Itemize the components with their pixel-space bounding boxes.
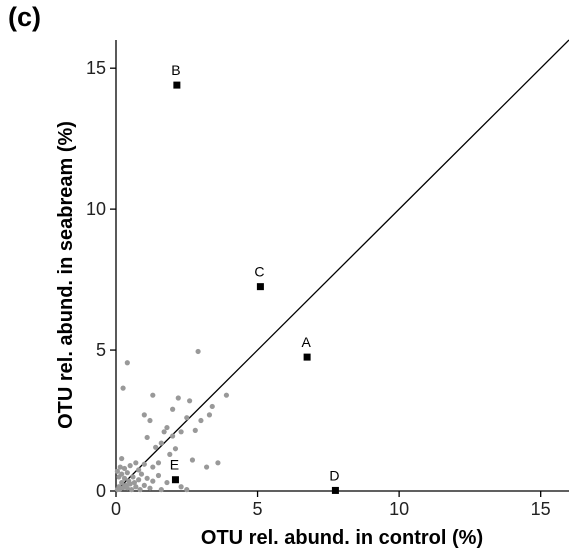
x-tick-label: 10 bbox=[389, 499, 409, 519]
data-point bbox=[158, 440, 164, 446]
x-tick-label: 0 bbox=[111, 499, 121, 519]
data-point bbox=[178, 429, 184, 435]
data-point bbox=[147, 417, 153, 424]
data-point bbox=[195, 348, 201, 355]
y-tick-label: 0 bbox=[96, 481, 106, 501]
data-point bbox=[153, 444, 159, 450]
background-points bbox=[114, 348, 230, 493]
point-label-c: C bbox=[254, 264, 264, 280]
x-axis-title: OTU rel. abund. in control (%) bbox=[201, 527, 483, 549]
data-point bbox=[141, 461, 147, 467]
y-axis-title: OTU rel. abund. in seabream (%) bbox=[55, 121, 77, 429]
y-tick-label: 5 bbox=[96, 340, 106, 360]
data-point bbox=[170, 406, 176, 412]
data-point bbox=[172, 446, 179, 452]
data-point bbox=[119, 479, 125, 486]
data-point bbox=[189, 457, 196, 463]
data-point bbox=[131, 479, 138, 486]
data-point bbox=[121, 465, 128, 472]
panel-label: (c) bbox=[8, 2, 41, 32]
data-point bbox=[187, 398, 193, 404]
data-point bbox=[204, 464, 210, 470]
data-point bbox=[150, 392, 156, 398]
y-tick-label: 15 bbox=[86, 58, 106, 78]
x-tick-label: 5 bbox=[253, 499, 263, 519]
data-point bbox=[161, 429, 167, 435]
data-point bbox=[223, 392, 230, 398]
data-point bbox=[117, 464, 123, 470]
data-point bbox=[136, 477, 142, 483]
data-point bbox=[137, 486, 143, 493]
labeled-point-e bbox=[171, 476, 179, 484]
data-point bbox=[164, 479, 170, 486]
axes bbox=[115, 40, 569, 492]
identity-line bbox=[115, 39, 569, 492]
x-tick-label: 15 bbox=[531, 499, 551, 519]
data-point bbox=[164, 424, 170, 431]
labeled-point-c bbox=[256, 283, 264, 291]
data-point bbox=[136, 467, 142, 473]
data-point bbox=[209, 403, 215, 410]
y-tick-label: 10 bbox=[86, 199, 106, 219]
data-point bbox=[155, 472, 162, 479]
data-point bbox=[124, 485, 130, 491]
data-point bbox=[133, 460, 139, 466]
data-point bbox=[170, 433, 176, 439]
data-point bbox=[124, 360, 130, 366]
data-point bbox=[114, 468, 121, 474]
ticks: 0 5 10 15 0 5 10 15 bbox=[86, 58, 551, 519]
labeled-point-a bbox=[303, 353, 311, 361]
data-point bbox=[141, 412, 147, 418]
data-point bbox=[198, 417, 204, 424]
data-point bbox=[120, 385, 126, 391]
data-point bbox=[127, 463, 133, 469]
data-point bbox=[158, 486, 164, 493]
data-point bbox=[144, 475, 150, 481]
data-point bbox=[124, 470, 130, 476]
point-label-b: B bbox=[171, 62, 180, 78]
data-point bbox=[192, 427, 198, 433]
data-point bbox=[175, 395, 181, 401]
data-point bbox=[150, 464, 156, 470]
data-point bbox=[184, 415, 190, 421]
data-point bbox=[178, 484, 184, 490]
data-point bbox=[119, 471, 125, 477]
data-point bbox=[133, 484, 139, 490]
data-point bbox=[167, 451, 173, 457]
data-point bbox=[144, 434, 150, 441]
data-point bbox=[215, 460, 221, 466]
data-point bbox=[141, 482, 147, 488]
data-point bbox=[121, 475, 128, 481]
point-label-e: E bbox=[170, 457, 179, 473]
data-point bbox=[128, 486, 135, 493]
data-point bbox=[155, 460, 162, 466]
data-point bbox=[130, 474, 136, 480]
point-label-a: A bbox=[301, 334, 311, 350]
data-point bbox=[119, 455, 125, 462]
data-point bbox=[127, 481, 133, 487]
data-point bbox=[184, 486, 190, 493]
data-point bbox=[206, 412, 213, 418]
data-point bbox=[147, 485, 153, 491]
data-point bbox=[138, 471, 145, 477]
data-point bbox=[150, 478, 156, 484]
labeled-point-b bbox=[173, 81, 181, 89]
point-label-d: D bbox=[329, 467, 339, 483]
labeled-point-d bbox=[331, 486, 339, 494]
labeled-points: A B C D E bbox=[170, 62, 339, 494]
